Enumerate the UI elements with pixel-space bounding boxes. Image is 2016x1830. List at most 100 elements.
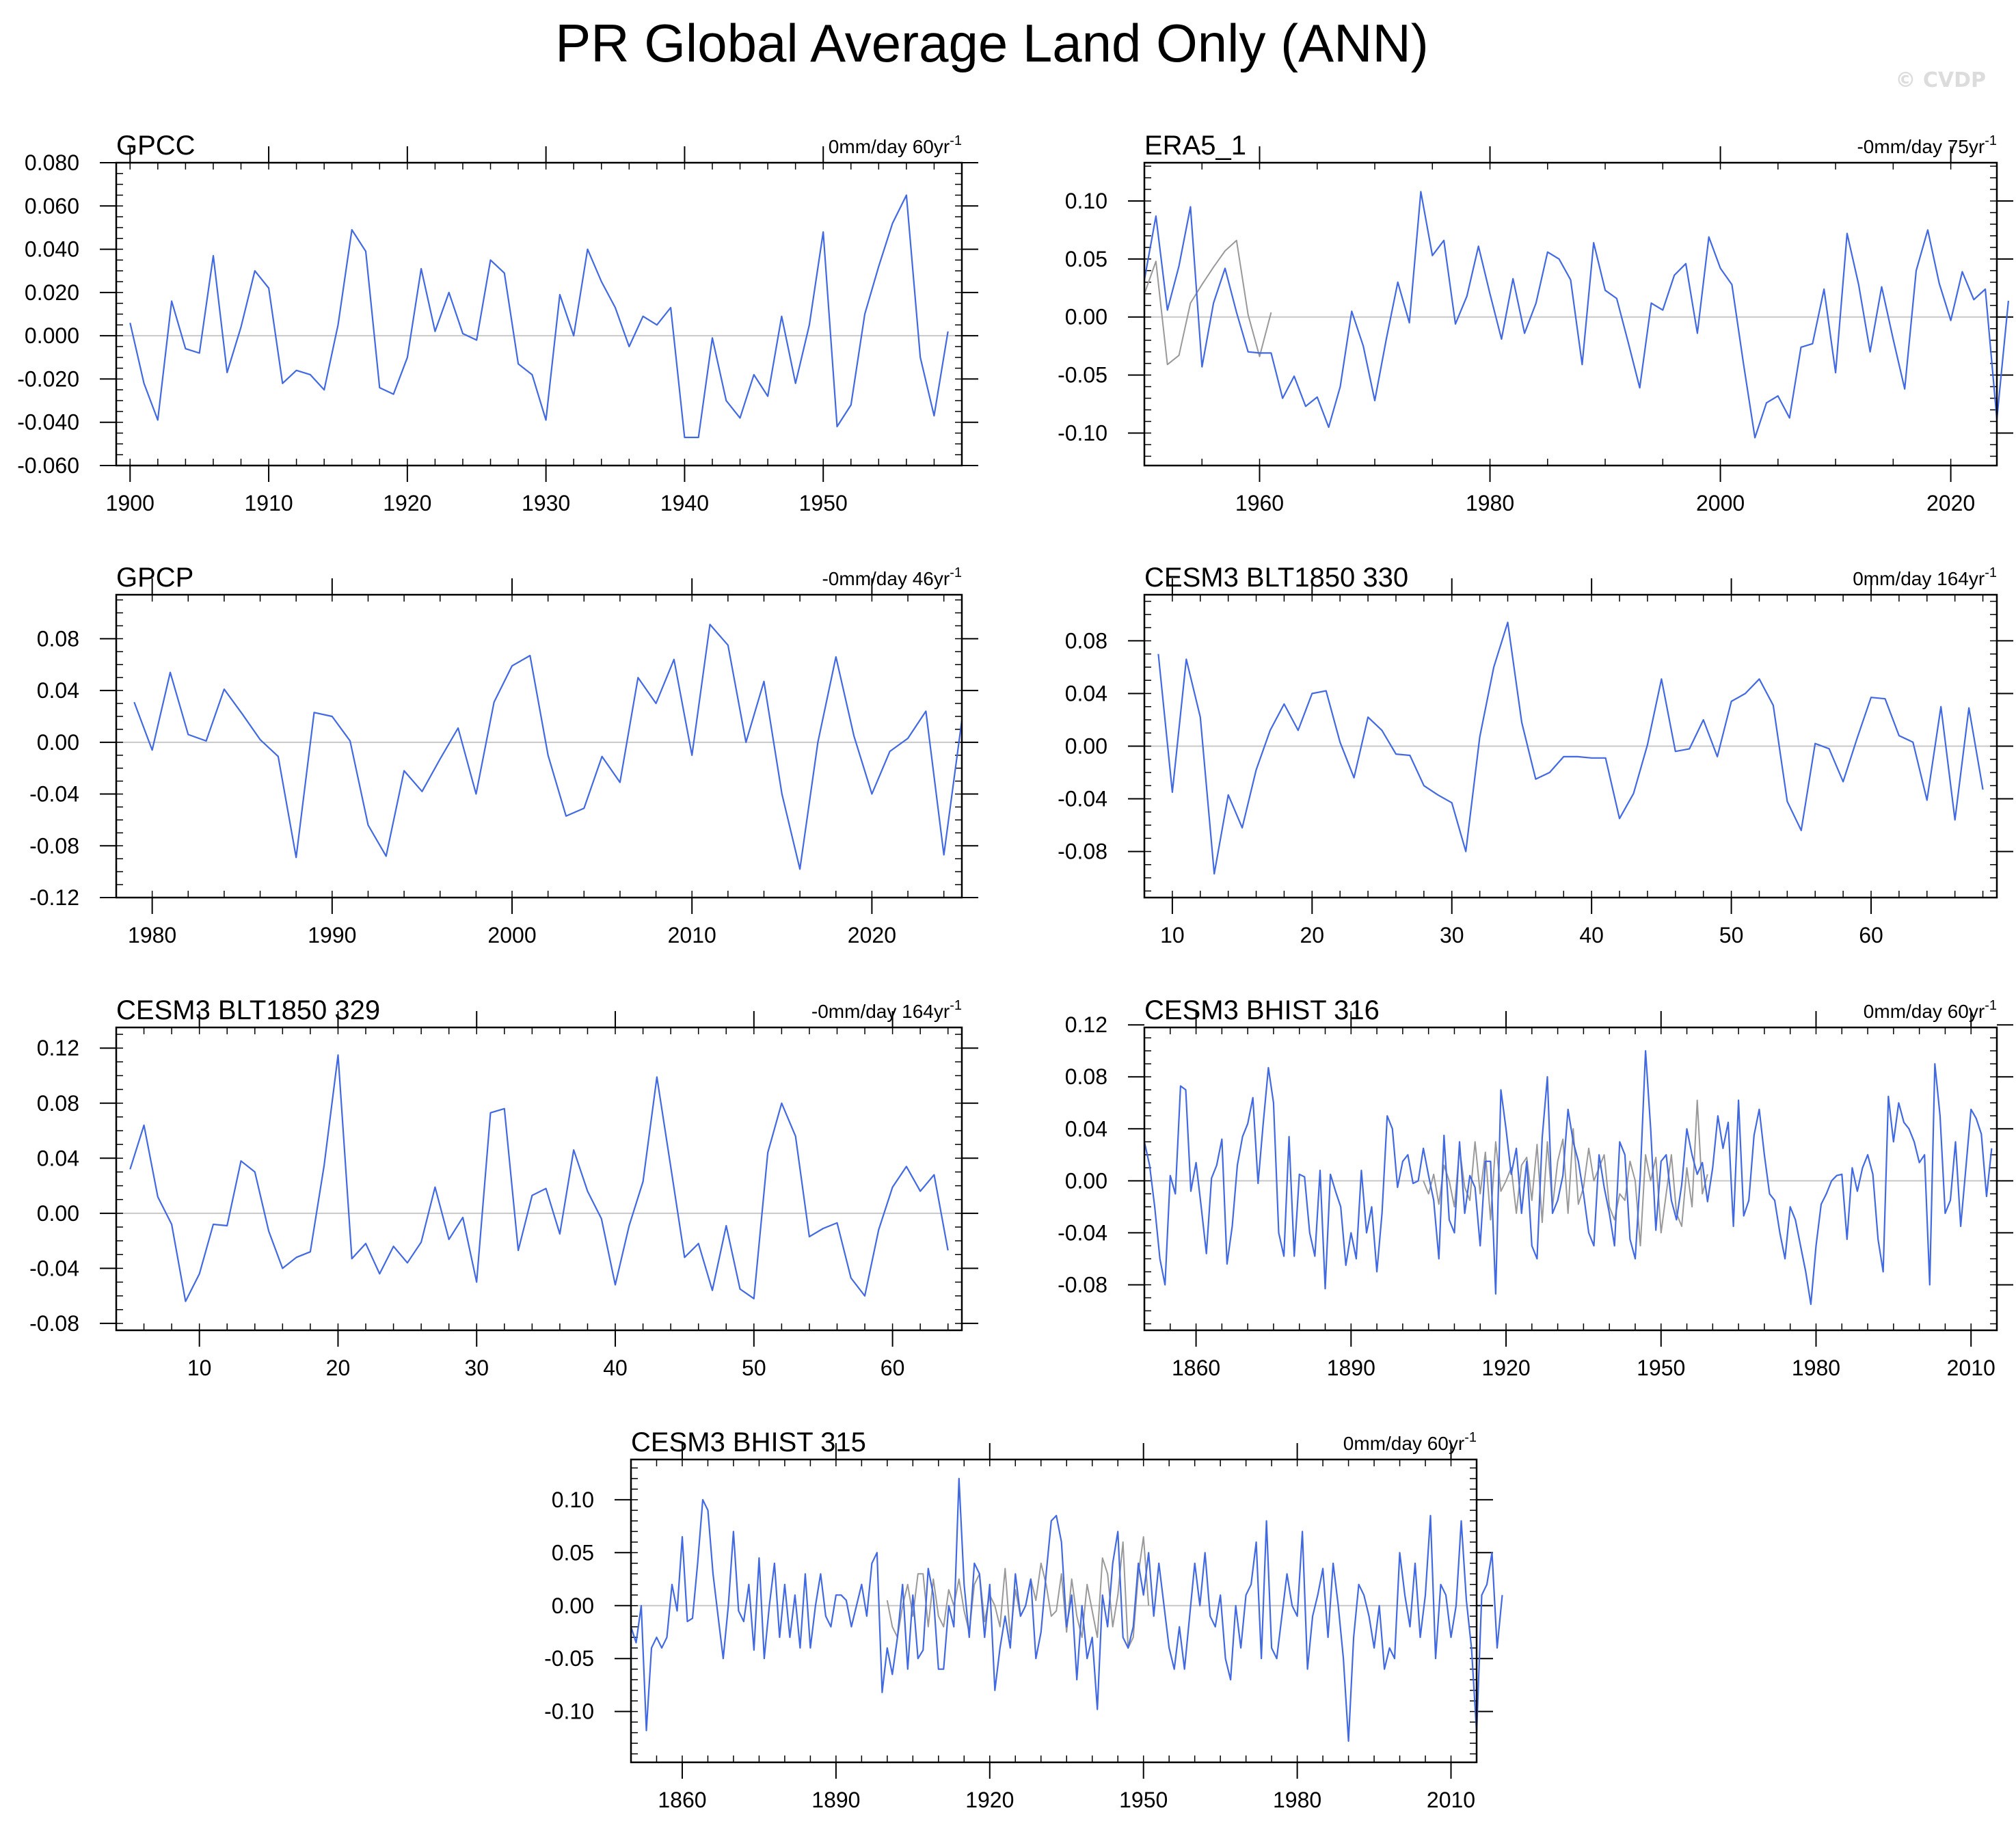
y-tick-label: -0.040 — [17, 410, 79, 435]
y-tick-label: 0.08 — [1065, 628, 1107, 653]
plot-frame — [115, 593, 963, 899]
trend-exponent: -1 — [1985, 133, 1997, 148]
x-tick-label: 40 — [603, 1356, 628, 1380]
y-tick-label: 0.12 — [37, 1036, 79, 1060]
panel-title: ERA5_1 — [1144, 131, 1246, 161]
x-tick-label: 2000 — [487, 923, 536, 947]
x-tick-label: 1920 — [1481, 1356, 1530, 1380]
x-tick-label: 10 — [187, 1356, 212, 1380]
trend-label: 0mm/day 60yr-1 — [1343, 1430, 1477, 1454]
series-line — [630, 1477, 1503, 1742]
x-tick-label: 1860 — [1172, 1356, 1220, 1380]
trend-value: 0mm/day 164yr — [1853, 568, 1985, 589]
x-tick-label: 2010 — [1947, 1356, 1995, 1380]
y-tick-label: 0.04 — [1065, 681, 1107, 705]
x-tick-label: 1860 — [658, 1788, 706, 1812]
panel-cesm3-bhist-316: CESM3 BHIST 316 0mm/day 60yr-1 1860 1890 192… — [1058, 995, 2013, 1380]
y-tick-label: 0.12 — [1065, 1012, 1107, 1037]
y-tick-label: -0.10 — [544, 1699, 594, 1724]
overlay-series-line — [1144, 239, 1272, 366]
y-tick-label: -0.020 — [17, 366, 79, 391]
y-tick-label: 0.060 — [25, 193, 79, 218]
x-tick-label: 1890 — [811, 1788, 860, 1812]
x-tick-label: 1920 — [965, 1788, 1014, 1812]
y-tick-label: 0.00 — [1065, 734, 1107, 759]
x-tick-label: 1950 — [1637, 1356, 1685, 1380]
trend-label: -0mm/day 46yr-1 — [822, 565, 962, 589]
x-tick-label: 2020 — [848, 923, 896, 947]
trend-label: 0mm/day 164yr-1 — [1853, 565, 1997, 589]
x-tick-label: 1990 — [308, 923, 356, 947]
y-tick-label: 0.08 — [37, 1091, 79, 1116]
trend-value: 0mm/day 60yr — [1864, 1001, 1985, 1022]
y-tick-label: -0.05 — [544, 1646, 594, 1671]
trend-exponent: -1 — [1985, 998, 1997, 1013]
panel-title: CESM3 BLT1850 330 — [1144, 563, 1408, 593]
y-tick-label: -0.04 — [29, 782, 79, 807]
x-tick-label: 50 — [1719, 923, 1744, 947]
y-tick-label: -0.08 — [29, 1311, 79, 1336]
panel-title: GPCP — [116, 563, 193, 593]
trend-value: -0mm/day 164yr — [811, 1001, 950, 1022]
trend-label: 0mm/day 60yr-1 — [829, 133, 962, 157]
trend-exponent: -1 — [950, 133, 962, 148]
y-tick-label: 0.08 — [1065, 1064, 1107, 1089]
y-tick-label: 0.04 — [1065, 1116, 1107, 1141]
series-line — [129, 1054, 949, 1302]
x-tick-label: 1950 — [1119, 1788, 1168, 1812]
panel-cesm3-bhist-315: CESM3 BHIST 315 0mm/day 60yr-1 1860 1890 192… — [544, 1427, 1503, 1812]
cvdp-watermark: © CVDP — [1895, 68, 1986, 92]
x-tick-label: 2000 — [1696, 491, 1745, 515]
y-tick-label: -0.060 — [17, 453, 79, 478]
x-tick-label: 60 — [1859, 923, 1883, 947]
y-tick-label: 0.00 — [1065, 1168, 1107, 1193]
x-tick-label: 1950 — [799, 491, 848, 515]
plot-frame — [1143, 161, 1998, 467]
x-tick-label: 1910 — [244, 491, 293, 515]
y-tick-label: 0.04 — [37, 1146, 79, 1170]
y-tick-label: 0.04 — [37, 678, 79, 703]
y-tick-label: 0.00 — [37, 730, 79, 755]
y-tick-label: -0.12 — [29, 885, 79, 910]
x-tick-label: 1920 — [383, 491, 431, 515]
y-tick-label: 0.020 — [25, 280, 79, 305]
y-tick-label: 0.00 — [1065, 305, 1107, 329]
series-line — [1157, 621, 1984, 875]
x-tick-label: 1980 — [1466, 491, 1514, 515]
trend-label: -0mm/day 75yr-1 — [1857, 133, 1997, 157]
y-tick-label: -0.08 — [1058, 1272, 1107, 1297]
y-tick-label: -0.04 — [1058, 1220, 1107, 1245]
y-tick-label: 0.00 — [552, 1593, 594, 1618]
series-line — [1143, 191, 2009, 439]
plot-frame — [115, 161, 963, 467]
x-tick-label: 60 — [881, 1356, 905, 1380]
x-tick-label: 1980 — [1792, 1356, 1840, 1380]
y-tick-label: 0.10 — [1065, 189, 1107, 213]
trend-label: 0mm/day 60yr-1 — [1864, 998, 1997, 1022]
trend-value: -0mm/day 46yr — [822, 568, 950, 589]
trend-label: -0mm/day 164yr-1 — [811, 998, 962, 1022]
y-tick-label: 0.05 — [552, 1540, 594, 1565]
panel-cesm3-blt1850-330: CESM3 BLT1850 330 0mm/day 164yr-1 10 20 30 40… — [1058, 563, 2013, 947]
x-tick-label: 50 — [742, 1356, 766, 1380]
trend-value: 0mm/day 60yr — [1343, 1433, 1464, 1454]
y-tick-label: -0.08 — [1058, 839, 1107, 864]
trend-value: -0mm/day 75yr — [1857, 136, 1985, 157]
y-tick-label: 0.00 — [37, 1201, 79, 1226]
y-tick-label: 0.000 — [25, 323, 79, 348]
trend-exponent: -1 — [950, 998, 962, 1013]
y-tick-label: -0.05 — [1058, 363, 1107, 388]
plot-frame — [1143, 1026, 1998, 1332]
figure-title: PR Global Average Land Only (ANN) — [555, 13, 1429, 73]
y-tick-label: -0.04 — [1058, 787, 1107, 811]
x-tick-label: 1980 — [1273, 1788, 1321, 1812]
panel-title: GPCC — [116, 131, 196, 161]
x-tick-label: 1890 — [1327, 1356, 1375, 1380]
plot-frame — [1143, 593, 1998, 899]
overlay-series-line — [1423, 1099, 1708, 1247]
y-tick-label: 0.05 — [1065, 247, 1107, 271]
y-tick-label: 0.10 — [552, 1488, 594, 1512]
x-tick-label: 1900 — [106, 491, 154, 515]
x-tick-label: 1980 — [128, 923, 176, 947]
